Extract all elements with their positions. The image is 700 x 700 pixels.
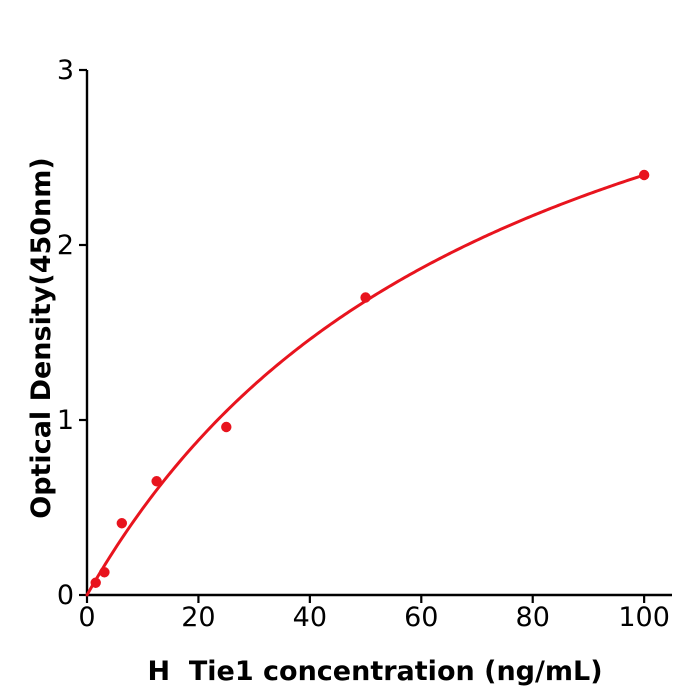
y-axis-title: Optical Density(450nm) — [26, 157, 57, 519]
data-point — [90, 577, 101, 588]
data-point — [99, 567, 110, 578]
fit-curve — [85, 173, 646, 597]
y-tick-label: 3 — [57, 55, 74, 86]
chart-dynamic-layer: 0 20 40 60 80 100 0 1 2 3 — [57, 55, 672, 633]
y-tick-label: 2 — [57, 230, 74, 261]
data-point — [221, 421, 232, 433]
x-tick-label: 80 — [516, 602, 550, 633]
x-tick-label: 60 — [404, 602, 438, 633]
y-tick-label: 0 — [57, 580, 74, 611]
data-point — [638, 169, 650, 181]
x-tick-label: 100 — [618, 602, 670, 633]
data-point — [116, 518, 128, 529]
x-tick-label: 20 — [181, 602, 215, 633]
x-tick-label: 40 — [293, 602, 327, 633]
data-point — [360, 292, 371, 303]
data-point — [151, 476, 162, 487]
axes-spines — [85, 70, 672, 597]
y-tick-label: 1 — [57, 405, 74, 436]
x-axis-title: H Tie1 concentration (ng/mL) — [147, 656, 602, 687]
x-tick-label: 0 — [78, 602, 95, 633]
